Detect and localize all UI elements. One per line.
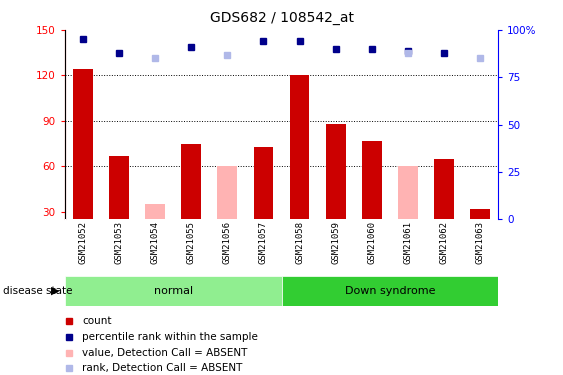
Bar — [398, 166, 418, 219]
Text: GSM21062: GSM21062 — [440, 221, 449, 264]
Text: GSM21054: GSM21054 — [150, 221, 159, 264]
Text: GSM21055: GSM21055 — [187, 221, 196, 264]
Text: percentile rank within the sample: percentile rank within the sample — [82, 332, 258, 342]
Bar — [73, 69, 93, 219]
Bar — [470, 209, 490, 219]
Text: GSM21057: GSM21057 — [259, 221, 268, 264]
Text: normal: normal — [154, 286, 193, 296]
Bar — [362, 141, 382, 219]
Bar — [326, 124, 346, 219]
Text: GSM21063: GSM21063 — [476, 221, 485, 264]
Text: GSM21056: GSM21056 — [223, 221, 232, 264]
Text: Down syndrome: Down syndrome — [345, 286, 435, 296]
Bar — [217, 166, 237, 219]
Text: GSM21052: GSM21052 — [78, 221, 87, 264]
Text: GSM21061: GSM21061 — [404, 221, 413, 264]
Bar — [282, 276, 498, 306]
Text: GSM21060: GSM21060 — [367, 221, 376, 264]
Text: GSM21058: GSM21058 — [295, 221, 304, 264]
Text: rank, Detection Call = ABSENT: rank, Detection Call = ABSENT — [82, 363, 243, 374]
Bar — [109, 156, 129, 219]
Bar — [289, 75, 310, 219]
Bar — [253, 147, 274, 219]
Bar — [434, 159, 454, 219]
Bar — [145, 204, 165, 219]
Text: GSM21053: GSM21053 — [114, 221, 123, 264]
Bar — [65, 276, 282, 306]
Text: GDS682 / 108542_at: GDS682 / 108542_at — [209, 11, 354, 25]
Text: ▶: ▶ — [51, 286, 59, 296]
Bar — [181, 144, 201, 219]
Text: disease state: disease state — [3, 286, 72, 296]
Text: GSM21059: GSM21059 — [331, 221, 340, 264]
Text: count: count — [82, 316, 111, 326]
Text: value, Detection Call = ABSENT: value, Detection Call = ABSENT — [82, 348, 248, 358]
